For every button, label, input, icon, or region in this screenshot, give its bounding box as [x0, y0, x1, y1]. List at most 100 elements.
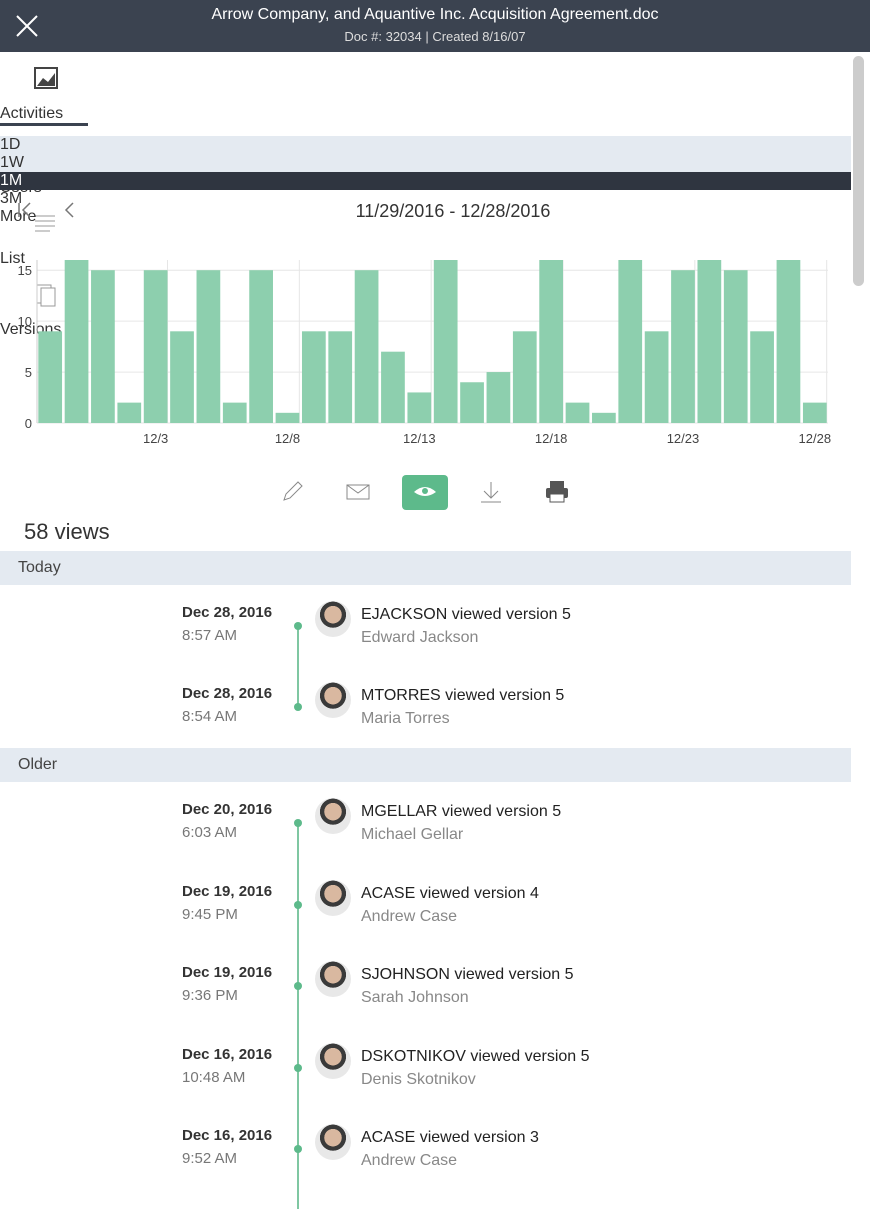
tab-label: List [0, 250, 25, 267]
range-option[interactable]: 3M [0, 190, 23, 207]
view-icon[interactable] [402, 475, 448, 510]
entry-action: EJACKSON viewed version 5 [361, 606, 571, 623]
bar [328, 331, 353, 423]
timeline-line [297, 823, 299, 1209]
entry-user: Andrew Case [361, 1152, 458, 1169]
entry-date: Dec 19, 2016 [182, 964, 273, 981]
bar [512, 331, 537, 423]
tab[interactable]: Activities [0, 52, 88, 126]
avatar[interactable] [315, 798, 351, 834]
x-tick-label: 12/8 [275, 431, 300, 446]
close-button[interactable] [16, 15, 38, 37]
print-icon[interactable] [546, 481, 568, 503]
bar [407, 392, 432, 423]
entry-action: DSKOTNIKOV viewed version 5 [361, 1047, 590, 1065]
action-bar [283, 475, 568, 510]
section-title: Older [18, 756, 58, 773]
entry-time: 8:54 AM [182, 708, 238, 725]
x-tick-label: 12/28 [799, 431, 832, 446]
x-tick-label: 12/13 [403, 431, 436, 446]
x-tick-label: 12/23 [667, 431, 700, 446]
entry-time: 8:57 AM [182, 627, 238, 644]
entry-date: Dec 20, 2016 [182, 801, 273, 818]
range-option[interactable]: 1D [0, 136, 21, 153]
edit-icon[interactable] [283, 481, 303, 501]
timeline-dot [294, 900, 302, 909]
entry-date: Dec 19, 2016 [182, 882, 273, 900]
prev-button[interactable] [64, 202, 74, 218]
document-subtitle: Doc #: 32034 | Created 8/16/07 [344, 29, 526, 44]
bar [644, 331, 669, 423]
header: Arrow Company, and Aquantive Inc. Acquis… [0, 0, 870, 52]
date-nav: 11/29/2016 - 12/28/2016 [18, 201, 550, 221]
bar [249, 270, 273, 423]
document-title: Arrow Company, and Aquantive Inc. Acquis… [211, 6, 659, 23]
entry-time: 6:03 AM [182, 824, 238, 841]
section-title: Today [18, 559, 61, 576]
avatar[interactable] [315, 879, 351, 916]
timeline-dot [294, 703, 302, 711]
entry-user: Maria Torres [361, 710, 450, 727]
x-tick-label: 12/3 [143, 431, 168, 446]
bar [539, 260, 564, 423]
bar [117, 402, 142, 423]
bar [776, 260, 801, 423]
bar [618, 260, 643, 423]
entry-action: MGELLAR viewed version 5 [361, 803, 562, 820]
entry-date: Dec 28, 2016 [182, 604, 273, 621]
entry-user: Michael Gellar [361, 826, 464, 843]
entry-user: Edward Jackson [361, 629, 479, 646]
entry-time: 9:52 AM [182, 1150, 238, 1167]
bar [354, 270, 379, 423]
first-button[interactable] [18, 202, 31, 218]
tab-icon [36, 284, 56, 307]
email-icon[interactable] [346, 484, 370, 500]
entry-user: Sarah Johnson [361, 989, 469, 1006]
entry-action: ACASE viewed version 4 [361, 884, 539, 902]
tab-icon [34, 67, 58, 89]
timeline-line [297, 626, 299, 707]
bar [301, 331, 326, 423]
bar [433, 260, 458, 423]
entry-user: Andrew Case [361, 907, 458, 925]
range-option[interactable]: 1W [0, 154, 24, 171]
scrollbar[interactable] [853, 56, 864, 286]
entry-action: SJOHNSON viewed version 5 [361, 966, 574, 983]
bar [143, 270, 168, 423]
bar [275, 412, 300, 423]
download-icon[interactable] [481, 482, 501, 503]
entry-date: Dec 16, 2016 [182, 1127, 273, 1144]
bar [671, 270, 695, 423]
range-option[interactable]: 1M [0, 172, 851, 190]
entry-date: Dec 16, 2016 [182, 1045, 273, 1063]
timeline-dot [294, 1145, 302, 1153]
bar [196, 270, 221, 423]
range-option[interactable]: More [0, 208, 37, 225]
timeline-dot [294, 982, 302, 990]
bar [170, 331, 194, 423]
tab-label: Activities [0, 105, 64, 122]
bar [802, 402, 827, 423]
section-header: Today [0, 551, 851, 585]
entry-action: ACASE viewed version 3 [361, 1129, 539, 1146]
avatar[interactable] [315, 1042, 351, 1079]
avatar[interactable] [315, 682, 351, 718]
bar [38, 331, 63, 423]
avatar[interactable] [315, 601, 351, 637]
views-count: 58 views [24, 519, 110, 544]
avatar[interactable] [315, 961, 351, 997]
tab[interactable]: List [0, 197, 851, 268]
entry-date: Dec 28, 2016 [182, 685, 273, 702]
chart: 0 5 10 15 12/3 12/8 12/13 12/18 12/23 12/28 [18, 260, 832, 446]
entry-time: 9:36 PM [182, 987, 238, 1004]
timeline-dot [294, 622, 302, 630]
bar [64, 260, 89, 423]
bar [222, 402, 247, 423]
bar [381, 351, 405, 423]
bar [697, 260, 722, 423]
tab-icon [35, 215, 55, 232]
avatar[interactable] [315, 1124, 351, 1160]
y-tick-label: 15 [18, 263, 32, 278]
bar [91, 270, 115, 423]
